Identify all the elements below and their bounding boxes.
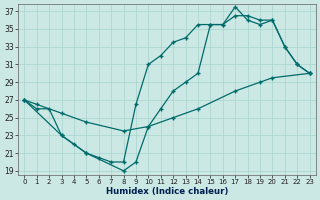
X-axis label: Humidex (Indice chaleur): Humidex (Indice chaleur) <box>106 187 228 196</box>
